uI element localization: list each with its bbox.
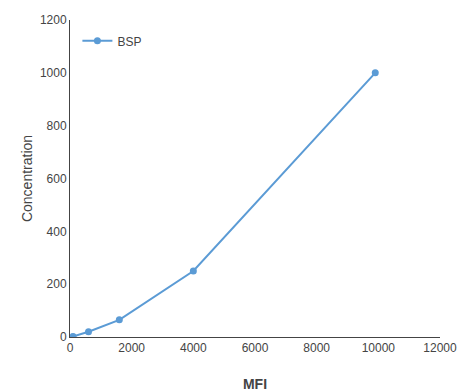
svg-text:0: 0	[67, 341, 74, 355]
svg-text:10000: 10000	[362, 341, 396, 355]
svg-text:12000: 12000	[423, 341, 457, 355]
svg-text:MFI: MFI	[243, 376, 267, 392]
svg-text:BSP: BSP	[117, 35, 141, 49]
svg-text:800: 800	[47, 119, 67, 133]
svg-text:400: 400	[47, 225, 67, 239]
svg-text:600: 600	[47, 172, 67, 186]
svg-text:6000: 6000	[242, 341, 269, 355]
svg-text:0: 0	[60, 330, 67, 344]
svg-text:Concentration: Concentration	[19, 135, 35, 222]
svg-text:1200: 1200	[40, 13, 67, 27]
svg-text:1000: 1000	[40, 66, 67, 80]
svg-text:2000: 2000	[118, 341, 145, 355]
svg-text:8000: 8000	[303, 341, 330, 355]
svg-text:4000: 4000	[180, 341, 207, 355]
svg-text:200: 200	[47, 277, 67, 291]
